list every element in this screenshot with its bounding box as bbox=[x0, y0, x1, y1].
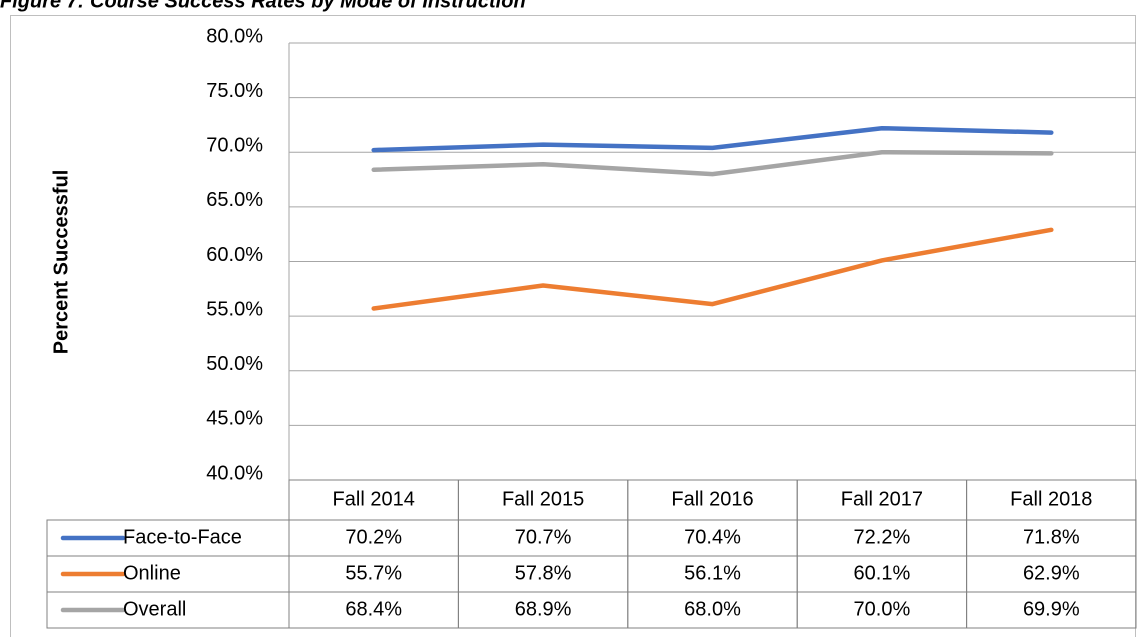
table-value: 71.8% bbox=[1023, 526, 1080, 548]
x-tick-label: Fall 2016 bbox=[671, 488, 753, 510]
series-line bbox=[371, 227, 1054, 311]
table-value: 68.0% bbox=[684, 598, 741, 620]
y-tick-label: 45.0% bbox=[206, 408, 263, 430]
series-line bbox=[371, 150, 1054, 177]
chart-title: Figure 7: Course Success Rates by Mode o… bbox=[0, 0, 526, 12]
table-value: 70.4% bbox=[684, 526, 741, 548]
x-tick-label: Fall 2014 bbox=[333, 488, 415, 510]
table-value: 68.9% bbox=[515, 598, 572, 620]
table-value: 60.1% bbox=[854, 562, 911, 584]
table-value: 70.0% bbox=[854, 598, 911, 620]
table-value: 57.8% bbox=[515, 562, 572, 584]
y-axis-label: Percent Successful bbox=[50, 170, 72, 355]
table-value: 70.2% bbox=[345, 526, 402, 548]
y-tick-label: 75.0% bbox=[206, 80, 263, 102]
legend-label: Online bbox=[123, 562, 181, 584]
y-tick-label: 60.0% bbox=[206, 244, 263, 266]
table-value: 55.7% bbox=[345, 562, 402, 584]
y-tick-label: 50.0% bbox=[206, 353, 263, 375]
table-value: 70.7% bbox=[515, 526, 572, 548]
y-tick-label: 65.0% bbox=[206, 189, 263, 211]
legend-label: Overall bbox=[123, 598, 186, 620]
x-tick-label: Fall 2015 bbox=[502, 488, 584, 510]
table-value: 56.1% bbox=[684, 562, 741, 584]
table-value: 69.9% bbox=[1023, 598, 1080, 620]
chart-frame bbox=[10, 15, 1136, 637]
table-cell bbox=[966, 591, 1137, 629]
series-line bbox=[371, 125, 1054, 153]
legend-label: Face-to-Face bbox=[123, 526, 242, 548]
y-tick-label: 40.0% bbox=[206, 462, 263, 484]
table-value: 72.2% bbox=[854, 526, 911, 548]
table-value: 62.9% bbox=[1023, 562, 1080, 584]
table-value: 68.4% bbox=[345, 598, 402, 620]
y-tick-label: 55.0% bbox=[206, 298, 263, 320]
y-tick-label: 70.0% bbox=[206, 135, 263, 157]
x-tick-label: Fall 2018 bbox=[1010, 488, 1092, 510]
x-tick-label: Fall 2017 bbox=[841, 488, 923, 510]
y-tick-label: 80.0% bbox=[206, 25, 263, 47]
